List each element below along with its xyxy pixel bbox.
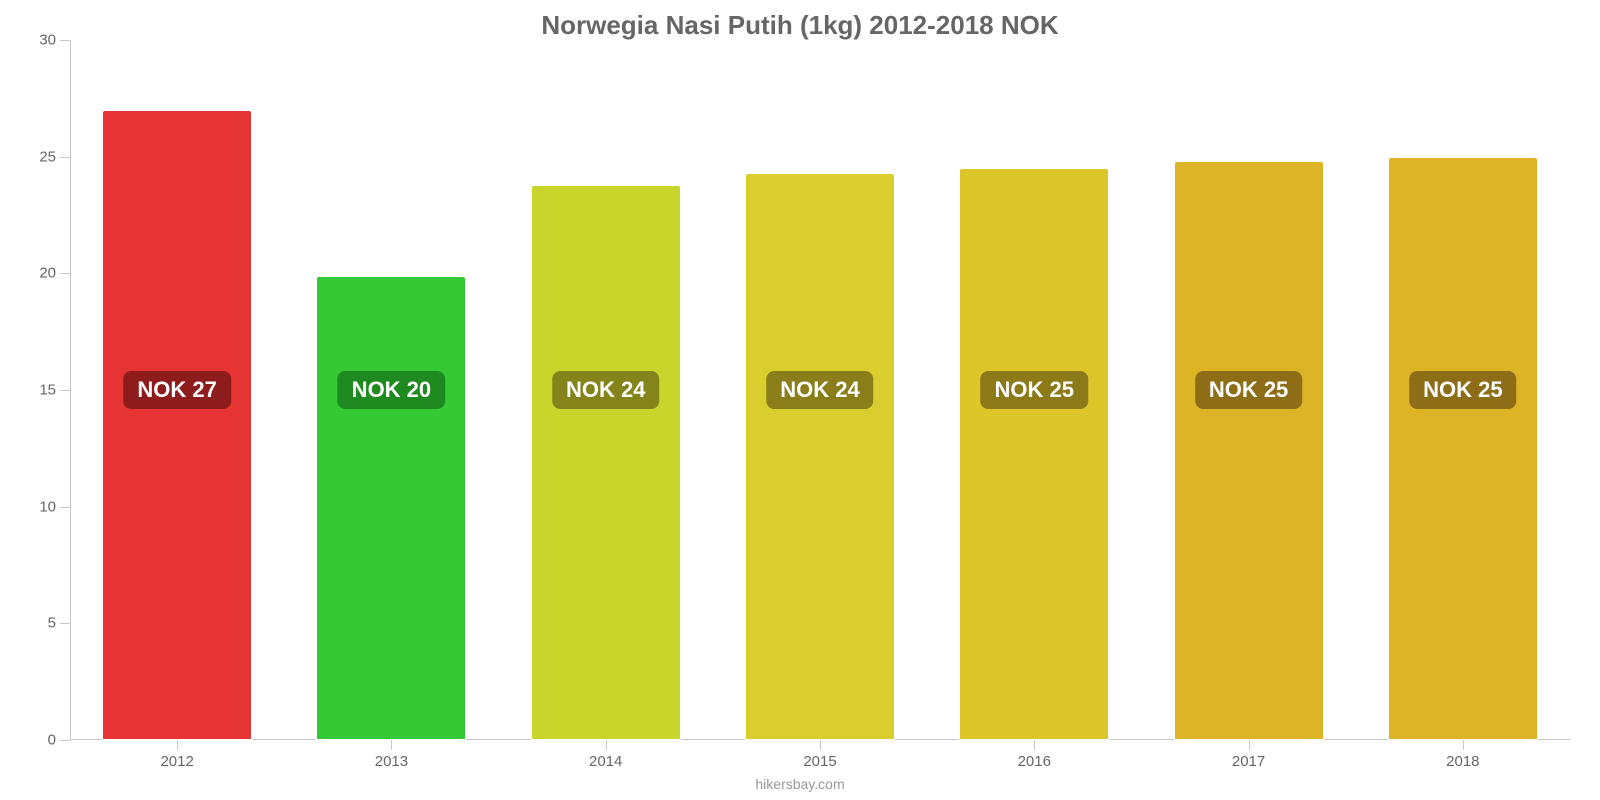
x-tick bbox=[1249, 740, 1250, 750]
bar-value-label: NOK 25 bbox=[1195, 371, 1302, 409]
bar bbox=[1174, 161, 1324, 740]
x-tick-label: 2012 bbox=[160, 753, 193, 770]
bar-value-label: NOK 20 bbox=[338, 371, 445, 409]
x-tick-label: 2013 bbox=[375, 753, 408, 770]
bar-value-label: NOK 24 bbox=[766, 371, 873, 409]
y-tick bbox=[60, 740, 70, 741]
y-tick-label: 25 bbox=[39, 148, 56, 165]
y-tick bbox=[60, 390, 70, 391]
x-tick bbox=[1034, 740, 1035, 750]
chart-title: Norwegia Nasi Putih (1kg) 2012-2018 NOK bbox=[0, 10, 1600, 41]
y-tick bbox=[60, 273, 70, 274]
bar bbox=[1388, 157, 1538, 740]
x-tick-label: 2016 bbox=[1018, 753, 1051, 770]
bar bbox=[316, 276, 466, 740]
y-tick-label: 5 bbox=[48, 615, 56, 632]
bar bbox=[102, 110, 252, 740]
chart-footer: hikersbay.com bbox=[0, 776, 1600, 792]
y-tick-label: 10 bbox=[39, 498, 56, 515]
bar-value-label: NOK 25 bbox=[981, 371, 1088, 409]
y-tick bbox=[60, 623, 70, 624]
chart-frame: Norwegia Nasi Putih (1kg) 2012-2018 NOK … bbox=[0, 0, 1600, 800]
y-tick-label: 0 bbox=[48, 732, 56, 749]
x-tick bbox=[391, 740, 392, 750]
y-tick-label: 30 bbox=[39, 32, 56, 49]
bar-value-label: NOK 25 bbox=[1409, 371, 1516, 409]
plot-area: 0510152025302012NOK 272013NOK 202014NOK … bbox=[70, 40, 1570, 740]
y-tick-label: 20 bbox=[39, 265, 56, 282]
y-axis bbox=[70, 40, 71, 740]
bar bbox=[531, 185, 681, 740]
bar-value-label: NOK 24 bbox=[552, 371, 659, 409]
x-tick bbox=[820, 740, 821, 750]
x-tick-label: 2018 bbox=[1446, 753, 1479, 770]
x-tick bbox=[177, 740, 178, 750]
bar bbox=[745, 173, 895, 740]
x-tick-label: 2017 bbox=[1232, 753, 1265, 770]
x-tick-label: 2014 bbox=[589, 753, 622, 770]
bar bbox=[959, 168, 1109, 740]
y-tick bbox=[60, 507, 70, 508]
y-tick bbox=[60, 40, 70, 41]
x-tick bbox=[1463, 740, 1464, 750]
y-tick bbox=[60, 157, 70, 158]
x-tick bbox=[606, 740, 607, 750]
x-tick-label: 2015 bbox=[803, 753, 836, 770]
bar-value-label: NOK 27 bbox=[123, 371, 230, 409]
y-tick-label: 15 bbox=[39, 382, 56, 399]
